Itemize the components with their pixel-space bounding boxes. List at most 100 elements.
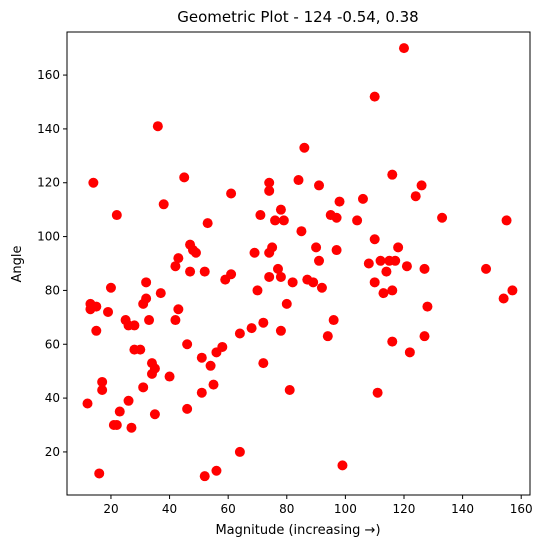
scatter-point bbox=[199, 266, 210, 277]
scatter-point bbox=[381, 266, 392, 277]
scatter-point bbox=[164, 371, 175, 382]
y-tick-label: 160 bbox=[37, 68, 60, 82]
x-tick-label: 140 bbox=[451, 502, 474, 516]
scatter-point bbox=[91, 325, 102, 336]
scatter-point bbox=[135, 344, 146, 355]
scatter-point bbox=[258, 317, 269, 328]
scatter-point bbox=[422, 301, 433, 312]
scatter-point bbox=[91, 301, 102, 312]
scatter-point bbox=[170, 261, 181, 272]
scatter-point bbox=[416, 180, 427, 191]
scatter-point bbox=[378, 288, 389, 299]
scatter-point bbox=[158, 199, 169, 210]
scatter-point bbox=[234, 446, 245, 457]
y-tick-label: 120 bbox=[37, 176, 60, 190]
scatter-point bbox=[211, 465, 222, 476]
scatter-point bbox=[170, 315, 181, 326]
scatter-point bbox=[334, 196, 345, 207]
tick-layer: 20 40 60 80 100 120 140 160 20 40 60 80 100 120 140 160 bbox=[37, 68, 533, 516]
scatter-point bbox=[246, 323, 257, 334]
scatter-point bbox=[387, 169, 398, 180]
x-tick-label: 40 bbox=[162, 502, 177, 516]
scatter-point bbox=[97, 385, 108, 396]
scatter-point bbox=[196, 387, 207, 398]
scatter-point bbox=[82, 398, 93, 409]
scatter-point bbox=[173, 253, 184, 264]
scatter-point bbox=[149, 363, 160, 374]
scatter-point bbox=[311, 242, 322, 253]
scatter-point bbox=[144, 315, 155, 326]
scatter-point bbox=[114, 406, 125, 417]
scatter-point bbox=[141, 293, 152, 304]
scatter-point bbox=[331, 245, 342, 256]
y-tick-label: 80 bbox=[45, 283, 60, 297]
scatter-point bbox=[264, 177, 275, 188]
scatter-point bbox=[103, 306, 114, 317]
scatter-point bbox=[437, 212, 448, 223]
scatter-point bbox=[226, 188, 237, 199]
scatter-point bbox=[264, 271, 275, 282]
scatter-point bbox=[264, 185, 275, 196]
scatter-point bbox=[419, 263, 430, 274]
scatter-point bbox=[270, 215, 281, 226]
scatter-point bbox=[182, 339, 193, 350]
scatter-point bbox=[272, 263, 283, 274]
scatter-point bbox=[390, 255, 401, 266]
y-tick-label: 140 bbox=[37, 122, 60, 136]
scatter-point bbox=[369, 91, 380, 102]
scatter-point bbox=[217, 341, 228, 352]
scatter-point bbox=[129, 320, 140, 331]
scatter-point bbox=[255, 210, 266, 221]
scatter-point bbox=[199, 471, 210, 482]
scatter-point bbox=[316, 282, 327, 293]
chart-title: Geometric Plot - 124 -0.54, 0.38 bbox=[177, 8, 418, 26]
x-tick-label: 60 bbox=[221, 502, 236, 516]
scatter-point bbox=[308, 277, 319, 288]
scatter-point bbox=[111, 210, 122, 221]
scatter-point bbox=[152, 121, 163, 132]
scatter-point bbox=[94, 468, 105, 479]
y-tick-label: 100 bbox=[37, 230, 60, 244]
scatter-point bbox=[369, 234, 380, 245]
scatter-point bbox=[507, 285, 518, 296]
scatter-point bbox=[331, 212, 342, 223]
plot-frame bbox=[66, 31, 531, 496]
scatter-point bbox=[404, 347, 415, 358]
scatter-point bbox=[208, 379, 219, 390]
x-tick-label: 20 bbox=[103, 502, 118, 516]
scatter-point bbox=[398, 43, 409, 54]
scatter-point bbox=[202, 218, 213, 229]
scatter-point bbox=[363, 258, 374, 269]
scatter-point bbox=[387, 285, 398, 296]
scatter-point bbox=[501, 215, 512, 226]
scatter-point bbox=[196, 352, 207, 363]
scatter-point bbox=[419, 331, 430, 342]
scatter-point bbox=[97, 376, 108, 387]
points-layer bbox=[82, 43, 518, 482]
scatter-point bbox=[138, 382, 149, 393]
scatter-point bbox=[252, 285, 263, 296]
scatter-point bbox=[481, 263, 492, 274]
scatter-point bbox=[498, 293, 509, 304]
scatter-point bbox=[314, 180, 325, 191]
scatter-point bbox=[287, 277, 298, 288]
scatter-point bbox=[393, 242, 404, 253]
x-tick-label: 160 bbox=[510, 502, 533, 516]
scatter-point bbox=[267, 242, 278, 253]
scatter-point bbox=[375, 255, 386, 266]
x-tick-label: 120 bbox=[393, 502, 416, 516]
scatter-point bbox=[173, 304, 184, 315]
scatter-point bbox=[284, 385, 295, 396]
x-axis-label: Magnitude (increasing →) bbox=[215, 523, 380, 538]
x-tick-label: 80 bbox=[279, 502, 294, 516]
scatter-point bbox=[190, 247, 201, 258]
scatter-point bbox=[105, 282, 116, 293]
y-tick-label: 40 bbox=[45, 391, 60, 405]
scatter-point bbox=[401, 261, 412, 272]
y-axis-label: Angle bbox=[10, 246, 25, 283]
scatter-point bbox=[226, 269, 237, 280]
y-tick-label: 20 bbox=[45, 445, 60, 459]
scatter-point bbox=[293, 175, 304, 186]
scatter-point bbox=[410, 191, 421, 202]
scatter-point bbox=[281, 298, 292, 309]
